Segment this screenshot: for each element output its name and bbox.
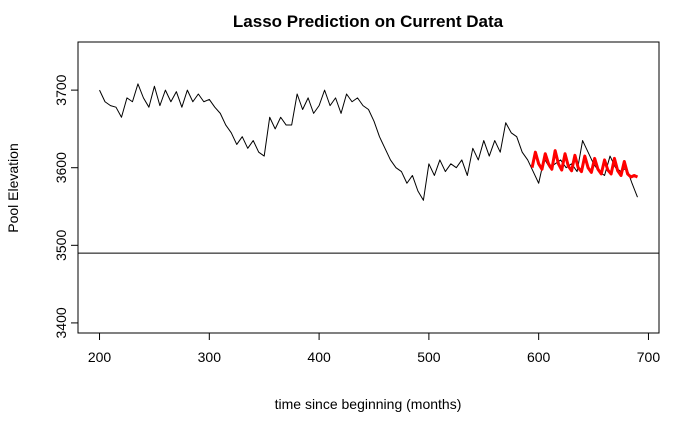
x-tick-label: 500 <box>417 349 441 365</box>
data-line <box>530 149 639 179</box>
plot-frame <box>77 41 660 334</box>
x-tick-label: 200 <box>88 349 112 365</box>
y-axis-label: Pool Elevation <box>5 143 21 233</box>
y-tick-label: 3500 <box>53 230 69 261</box>
y-tick-label: 3600 <box>53 152 69 183</box>
x-tick-label: 300 <box>198 349 222 365</box>
data-line <box>99 83 638 201</box>
x-axis-label: time since beginning (months) <box>275 396 462 412</box>
x-tick-label: 400 <box>307 349 331 365</box>
y-tick-label: 3400 <box>53 307 69 338</box>
chart-title: Lasso Prediction on Current Data <box>233 12 504 31</box>
x-tick-label: 600 <box>527 349 551 365</box>
x-tick-label: 700 <box>637 349 661 365</box>
y-tick-label: 3700 <box>53 74 69 105</box>
